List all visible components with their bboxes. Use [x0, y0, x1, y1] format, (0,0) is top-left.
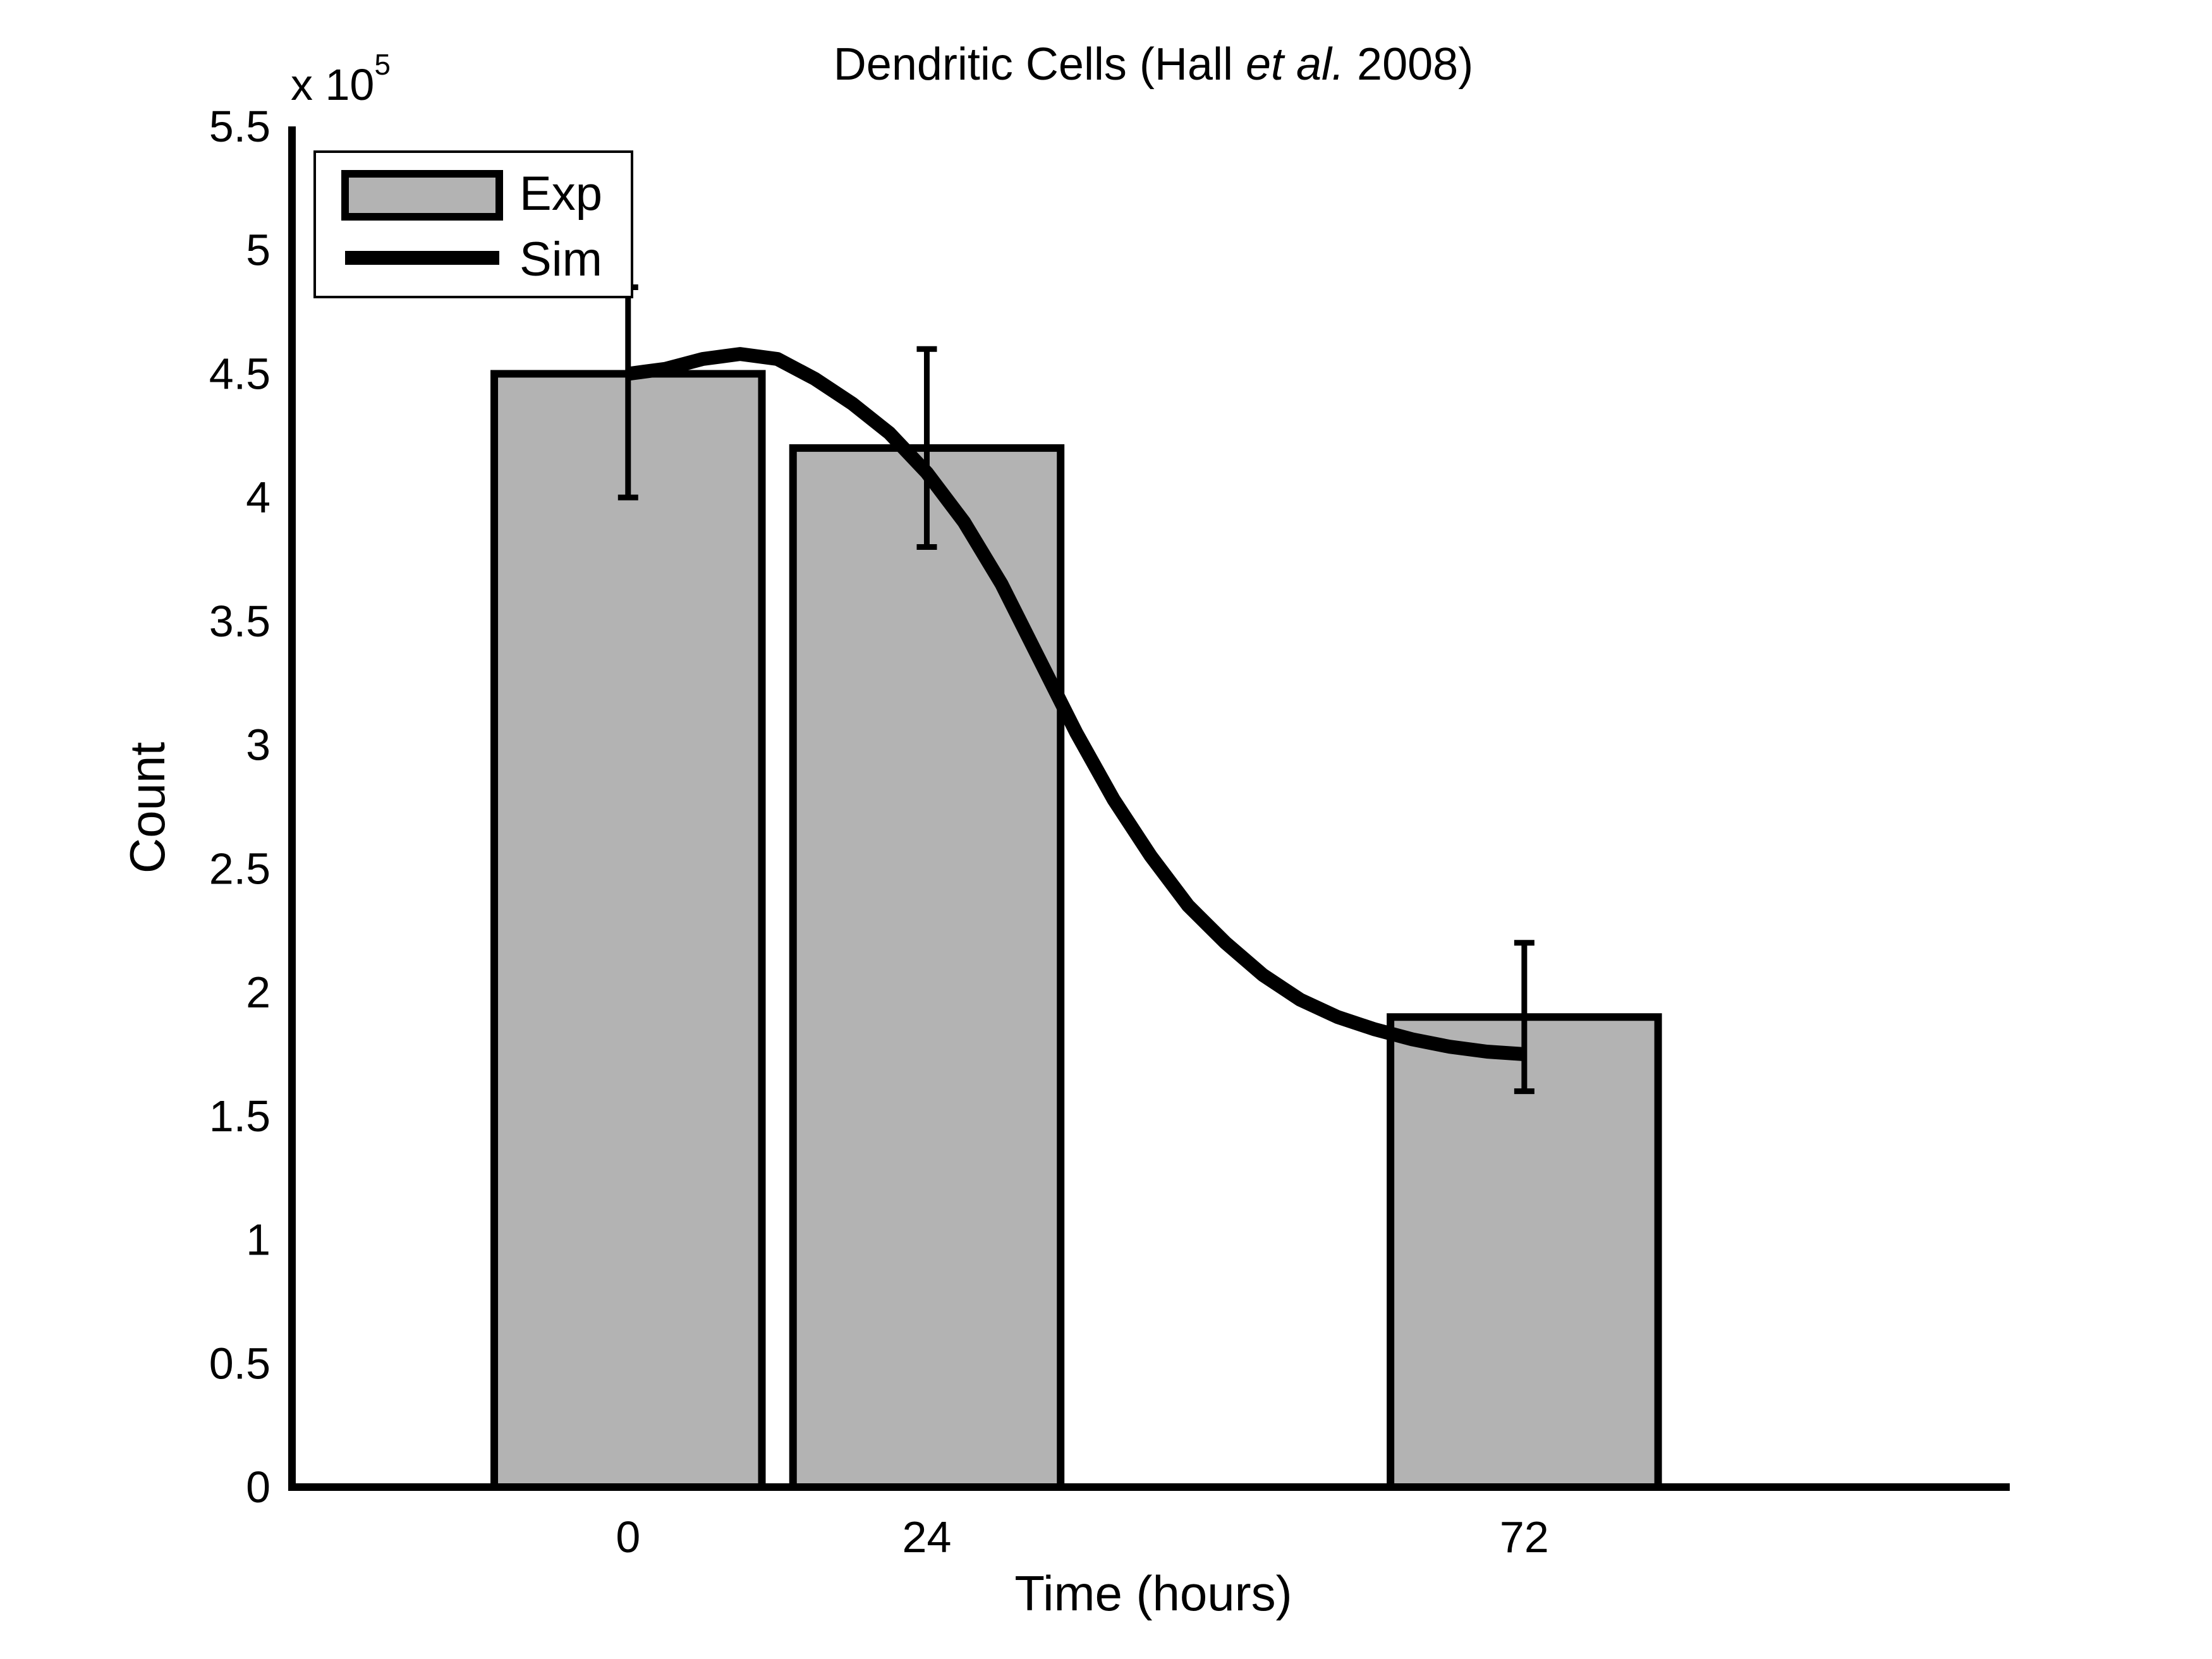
chart-title-prefix: Dendritic Cells (Hall — [834, 39, 1246, 90]
y-tick-label: 4 — [246, 473, 270, 522]
legend-exp-label: Exp — [520, 167, 602, 221]
axes — [288, 126, 2010, 1491]
sim-line-group — [627, 347, 1525, 1061]
bar-72 — [1387, 1013, 1662, 1491]
y-multiplier: x 105 — [291, 48, 391, 109]
y-tick-label: 1.5 — [209, 1091, 270, 1141]
chart-title-suffix: 2008) — [1344, 39, 1473, 90]
y-tick-label: 0 — [246, 1462, 270, 1512]
y-ticks: 0 0.5 1 1.5 2 2.5 3 3.5 4 4.5 5 5.5 — [209, 102, 270, 1512]
error-bars — [617, 284, 1534, 1095]
y-multiplier-exponent: 5 — [374, 48, 391, 81]
legend-exp-swatch — [341, 170, 503, 221]
y-tick-label: 2.5 — [209, 844, 270, 893]
bar-0 — [490, 370, 766, 1491]
x-axis-title: Time (hours) — [1014, 1565, 1292, 1621]
y-tick-label: 2 — [246, 968, 270, 1017]
bar-24 — [789, 444, 1065, 1492]
y-tick-label: 1 — [246, 1215, 270, 1265]
y-tick-label: 5 — [246, 226, 270, 275]
y-multiplier-base: x 10 — [291, 60, 374, 109]
y-tick-label: 4.5 — [209, 349, 270, 398]
x-tick-label: 0 — [616, 1512, 640, 1562]
y-tick-label: 3.5 — [209, 597, 270, 646]
legend: Exp Sim — [313, 150, 633, 298]
sim-line — [627, 347, 1525, 1061]
bars — [490, 370, 1662, 1492]
y-tick-label: 0.5 — [209, 1339, 270, 1388]
chart-title-italic: et al. — [1246, 39, 1344, 90]
y-axis-title: Count — [119, 742, 175, 873]
x-tick-label: 24 — [902, 1512, 952, 1562]
x-ticks: 0 24 72 — [616, 1512, 1548, 1562]
y-tick-label: 5.5 — [209, 102, 270, 151]
x-tick-label: 72 — [1500, 1512, 1549, 1562]
y-tick-label: 3 — [246, 720, 270, 770]
legend-sim-label: Sim — [520, 233, 602, 286]
chart-title: Dendritic Cells (Hall et al. 2008) — [834, 39, 1473, 90]
